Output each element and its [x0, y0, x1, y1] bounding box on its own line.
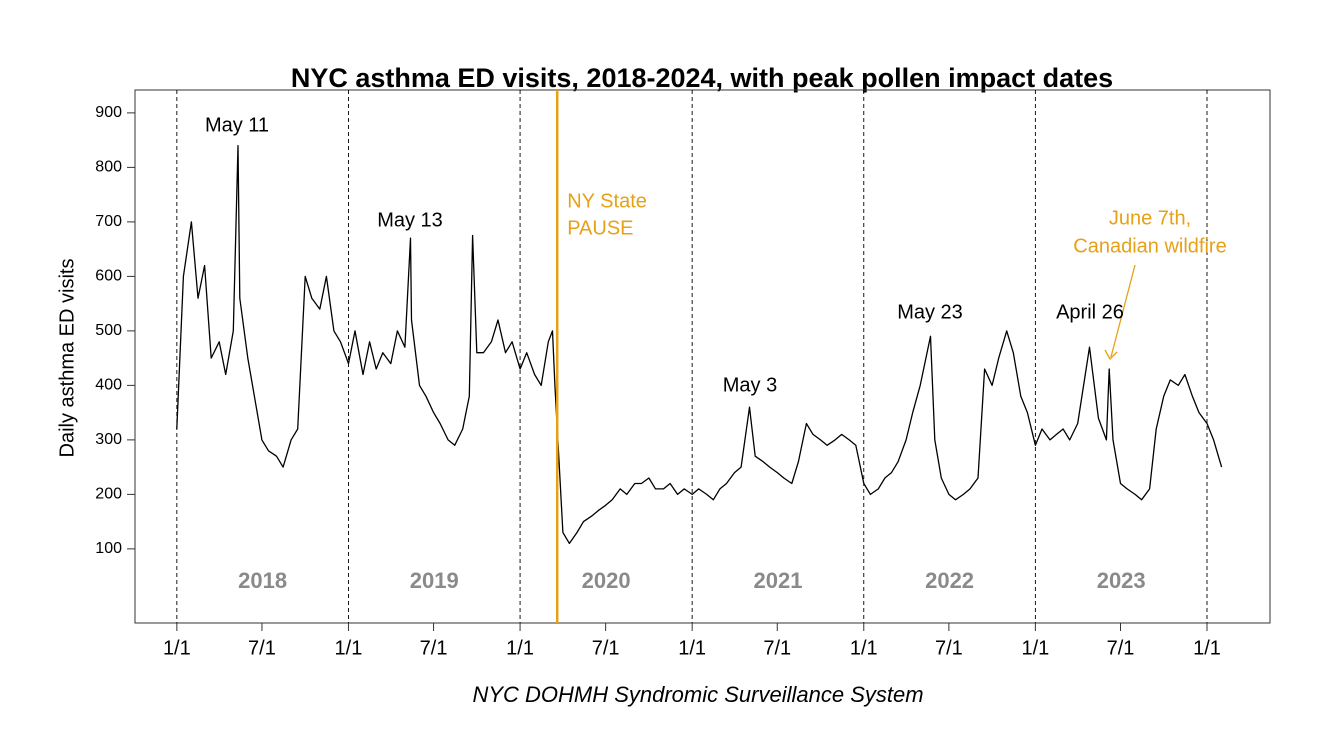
x-tick-label: 1/1: [1021, 637, 1049, 659]
wildfire-annotation: June 7th,: [1109, 207, 1191, 229]
year-label: 2019: [410, 568, 459, 593]
x-tick-label: 7/1: [592, 637, 620, 659]
y-tick-label: 900: [95, 104, 122, 121]
peak-annotation: May 13: [377, 209, 443, 231]
wildfire-arrow: [1110, 264, 1136, 358]
year-label: 2018: [238, 568, 287, 593]
y-tick-label: 300: [95, 431, 122, 448]
wildfire-annotation: Canadian wildfire: [1073, 235, 1226, 257]
wildfire-arrowhead: [1104, 349, 1118, 361]
peak-annotation: May 11: [205, 114, 269, 136]
event-label: NY State: [567, 190, 647, 212]
source-caption: NYC DOHMH Syndromic Surveillance System: [472, 682, 923, 707]
x-tick-label: 7/1: [248, 637, 276, 659]
x-tick-label: 7/1: [935, 637, 963, 659]
y-tick-label: 500: [95, 322, 122, 339]
x-tick-label: 1/1: [678, 637, 706, 659]
y-tick-label: 100: [95, 540, 122, 557]
y-tick-label: 400: [95, 377, 122, 394]
x-tick-label: 7/1: [763, 637, 791, 659]
plot-frame: [134, 89, 1271, 624]
year-label: 2020: [582, 568, 631, 593]
peak-annotation: May 3: [723, 374, 777, 396]
year-label: 2021: [753, 568, 802, 593]
x-tick-label: 7/1: [420, 637, 448, 659]
y-tick-label: 600: [95, 268, 122, 285]
year-label: 2023: [1097, 568, 1146, 593]
x-tick-label: 7/1: [1107, 637, 1135, 659]
year-label: 2022: [925, 568, 974, 593]
chart-title: NYC asthma ED visits, 2018-2024, with pe…: [291, 63, 1113, 93]
x-tick-label: 1/1: [1193, 637, 1221, 659]
x-tick-label: 1/1: [163, 637, 191, 659]
x-tick-label: 1/1: [850, 637, 878, 659]
y-axis-label: Daily asthma ED visits: [56, 259, 78, 458]
x-tick-label: 1/1: [335, 637, 363, 659]
peak-annotation: April 26: [1056, 301, 1124, 323]
peak-annotation: May 23: [897, 301, 963, 323]
data-line: [176, 144, 1223, 545]
y-tick-label: 200: [95, 486, 122, 503]
y-tick-label: 800: [95, 159, 122, 176]
event-label: PAUSE: [567, 217, 633, 239]
y-tick-label: 700: [95, 213, 122, 230]
x-tick-label: 1/1: [506, 637, 534, 659]
